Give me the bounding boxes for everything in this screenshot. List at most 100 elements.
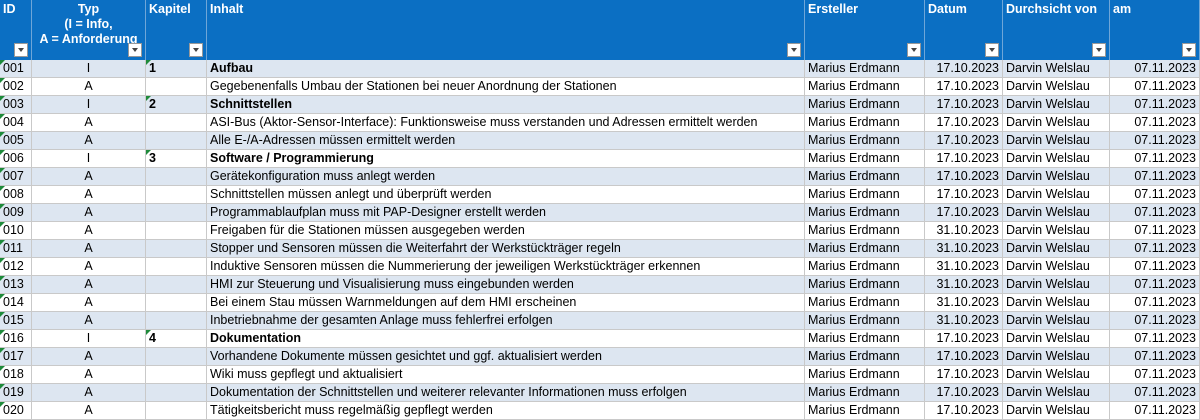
durchsicht-cell: Darvin Welslau: [1003, 114, 1110, 132]
datum-cell: 17.10.2023: [925, 78, 1003, 96]
header-text: am: [1113, 2, 1132, 16]
inhalt-cell: Programmablaufplan muss mit PAP-Designer…: [207, 204, 805, 222]
durchsicht-cell: Darvin Welslau: [1003, 402, 1110, 420]
column-header: Durchsicht von: [1003, 0, 1110, 60]
inhalt-cell: Bei einem Stau müssen Warnmeldungen auf …: [207, 294, 805, 312]
datum-cell: 31.10.2023: [925, 240, 1003, 258]
table-row: 008 A Schnittstellen müssen anlegt und übe…: [0, 186, 1200, 204]
column-header: Typ (I = Info, A = Anforderung: [32, 0, 146, 60]
inhalt-cell: Dokumentation der Schnittstellen und wei…: [207, 384, 805, 402]
am-cell: 07.11.2023: [1110, 330, 1200, 348]
ersteller-cell: Marius Erdmann: [805, 348, 925, 366]
table-row: 003 I 2 Schnittstellen Marius Erdmann 17.10.2…: [0, 96, 1200, 114]
inhalt-cell: Inbetriebnahme der gesamten Anlage muss …: [207, 312, 805, 330]
durchsicht-cell: Darvin Welslau: [1003, 186, 1110, 204]
id-cell: 016: [0, 330, 32, 348]
table-row: 017 A Vorhandene Dokumente müssen gesichte…: [0, 348, 1200, 366]
durchsicht-cell: Darvin Welslau: [1003, 276, 1110, 294]
ersteller-cell: Marius Erdmann: [805, 204, 925, 222]
durchsicht-cell: Darvin Welslau: [1003, 168, 1110, 186]
durchsicht-cell: Darvin Welslau: [1003, 294, 1110, 312]
typ-cell: A: [32, 348, 146, 366]
filter-button[interactable]: [985, 43, 999, 57]
kapitel-cell: [146, 114, 207, 132]
inhalt-cell: HMI zur Steuerung und Visualisierung mus…: [207, 276, 805, 294]
table-row: 014 A Bei einem Stau müssen Warnmeldungen …: [0, 294, 1200, 312]
kapitel-cell: [146, 312, 207, 330]
id-cell: 002: [0, 78, 32, 96]
id-cell: 015: [0, 312, 32, 330]
table-row: 012 A Induktive Sensoren müssen die Nummer…: [0, 258, 1200, 276]
inhalt-cell: Software / Programmierung: [207, 150, 805, 168]
typ-cell: A: [32, 258, 146, 276]
kapitel-cell: [146, 384, 207, 402]
header-text: Datum: [928, 2, 967, 16]
durchsicht-cell: Darvin Welslau: [1003, 150, 1110, 168]
filter-button[interactable]: [128, 43, 142, 57]
datum-cell: 17.10.2023: [925, 186, 1003, 204]
id-cell: 011: [0, 240, 32, 258]
inhalt-cell: Vorhandene Dokumente müssen gesichtet un…: [207, 348, 805, 366]
ersteller-cell: Marius Erdmann: [805, 168, 925, 186]
durchsicht-cell: Darvin Welslau: [1003, 348, 1110, 366]
durchsicht-cell: Darvin Welslau: [1003, 312, 1110, 330]
kapitel-cell: [146, 78, 207, 96]
datum-cell: 31.10.2023: [925, 258, 1003, 276]
table-row: 001 I 1 Aufbau Marius Erdmann 17.10.2023 Darvi…: [0, 60, 1200, 78]
inhalt-cell: Wiki muss gepflegt und aktualisiert: [207, 366, 805, 384]
am-cell: 07.11.2023: [1110, 384, 1200, 402]
header-text: Durchsicht von: [1006, 2, 1097, 16]
table-row: 016 I 4 Dokumentation Marius Erdmann 17.10.20…: [0, 330, 1200, 348]
kapitel-cell: [146, 168, 207, 186]
typ-cell: A: [32, 204, 146, 222]
ersteller-cell: Marius Erdmann: [805, 294, 925, 312]
am-cell: 07.11.2023: [1110, 258, 1200, 276]
filter-button[interactable]: [189, 43, 203, 57]
filter-button[interactable]: [1182, 43, 1196, 57]
ersteller-cell: Marius Erdmann: [805, 60, 925, 78]
typ-cell: I: [32, 150, 146, 168]
typ-cell: A: [32, 132, 146, 150]
kapitel-cell: [146, 348, 207, 366]
typ-cell: A: [32, 114, 146, 132]
column-header: Inhalt: [207, 0, 805, 60]
am-cell: 07.11.2023: [1110, 294, 1200, 312]
durchsicht-cell: Darvin Welslau: [1003, 330, 1110, 348]
id-cell: 017: [0, 348, 32, 366]
am-cell: 07.11.2023: [1110, 78, 1200, 96]
filter-button[interactable]: [787, 43, 801, 57]
am-cell: 07.11.2023: [1110, 132, 1200, 150]
table-row: 019 A Dokumentation der Schnittstellen und…: [0, 384, 1200, 402]
filter-button[interactable]: [907, 43, 921, 57]
am-cell: 07.11.2023: [1110, 204, 1200, 222]
table-row: 007 A Gerätekonfiguration muss anlegt werd…: [0, 168, 1200, 186]
kapitel-cell: [146, 294, 207, 312]
typ-cell: A: [32, 168, 146, 186]
typ-cell: A: [32, 402, 146, 420]
inhalt-cell: Tätigkeitsbericht muss regelmäßig gepfle…: [207, 402, 805, 420]
id-cell: 007: [0, 168, 32, 186]
typ-cell: A: [32, 78, 146, 96]
kapitel-cell: 1: [146, 60, 207, 78]
datum-cell: 31.10.2023: [925, 276, 1003, 294]
filter-button[interactable]: [1092, 43, 1106, 57]
typ-cell: A: [32, 276, 146, 294]
column-header: Datum: [925, 0, 1003, 60]
kapitel-cell: [146, 258, 207, 276]
typ-cell: A: [32, 240, 146, 258]
filter-button[interactable]: [14, 43, 28, 57]
inhalt-cell: Induktive Sensoren müssen die Nummerieru…: [207, 258, 805, 276]
header-text: Kapitel: [149, 2, 191, 16]
table-row: 010 A Freigaben für die Stationen müssen a…: [0, 222, 1200, 240]
datum-cell: 17.10.2023: [925, 384, 1003, 402]
am-cell: 07.11.2023: [1110, 60, 1200, 78]
kapitel-cell: [146, 366, 207, 384]
inhalt-cell: ASI-Bus (Aktor-Sensor-Interface): Funkti…: [207, 114, 805, 132]
ersteller-cell: Marius Erdmann: [805, 402, 925, 420]
id-cell: 001: [0, 60, 32, 78]
am-cell: 07.11.2023: [1110, 312, 1200, 330]
datum-cell: 17.10.2023: [925, 366, 1003, 384]
typ-cell: A: [32, 384, 146, 402]
kapitel-cell: [146, 186, 207, 204]
table-row: 006 I 3 Software / Programmierung Marius Erd…: [0, 150, 1200, 168]
